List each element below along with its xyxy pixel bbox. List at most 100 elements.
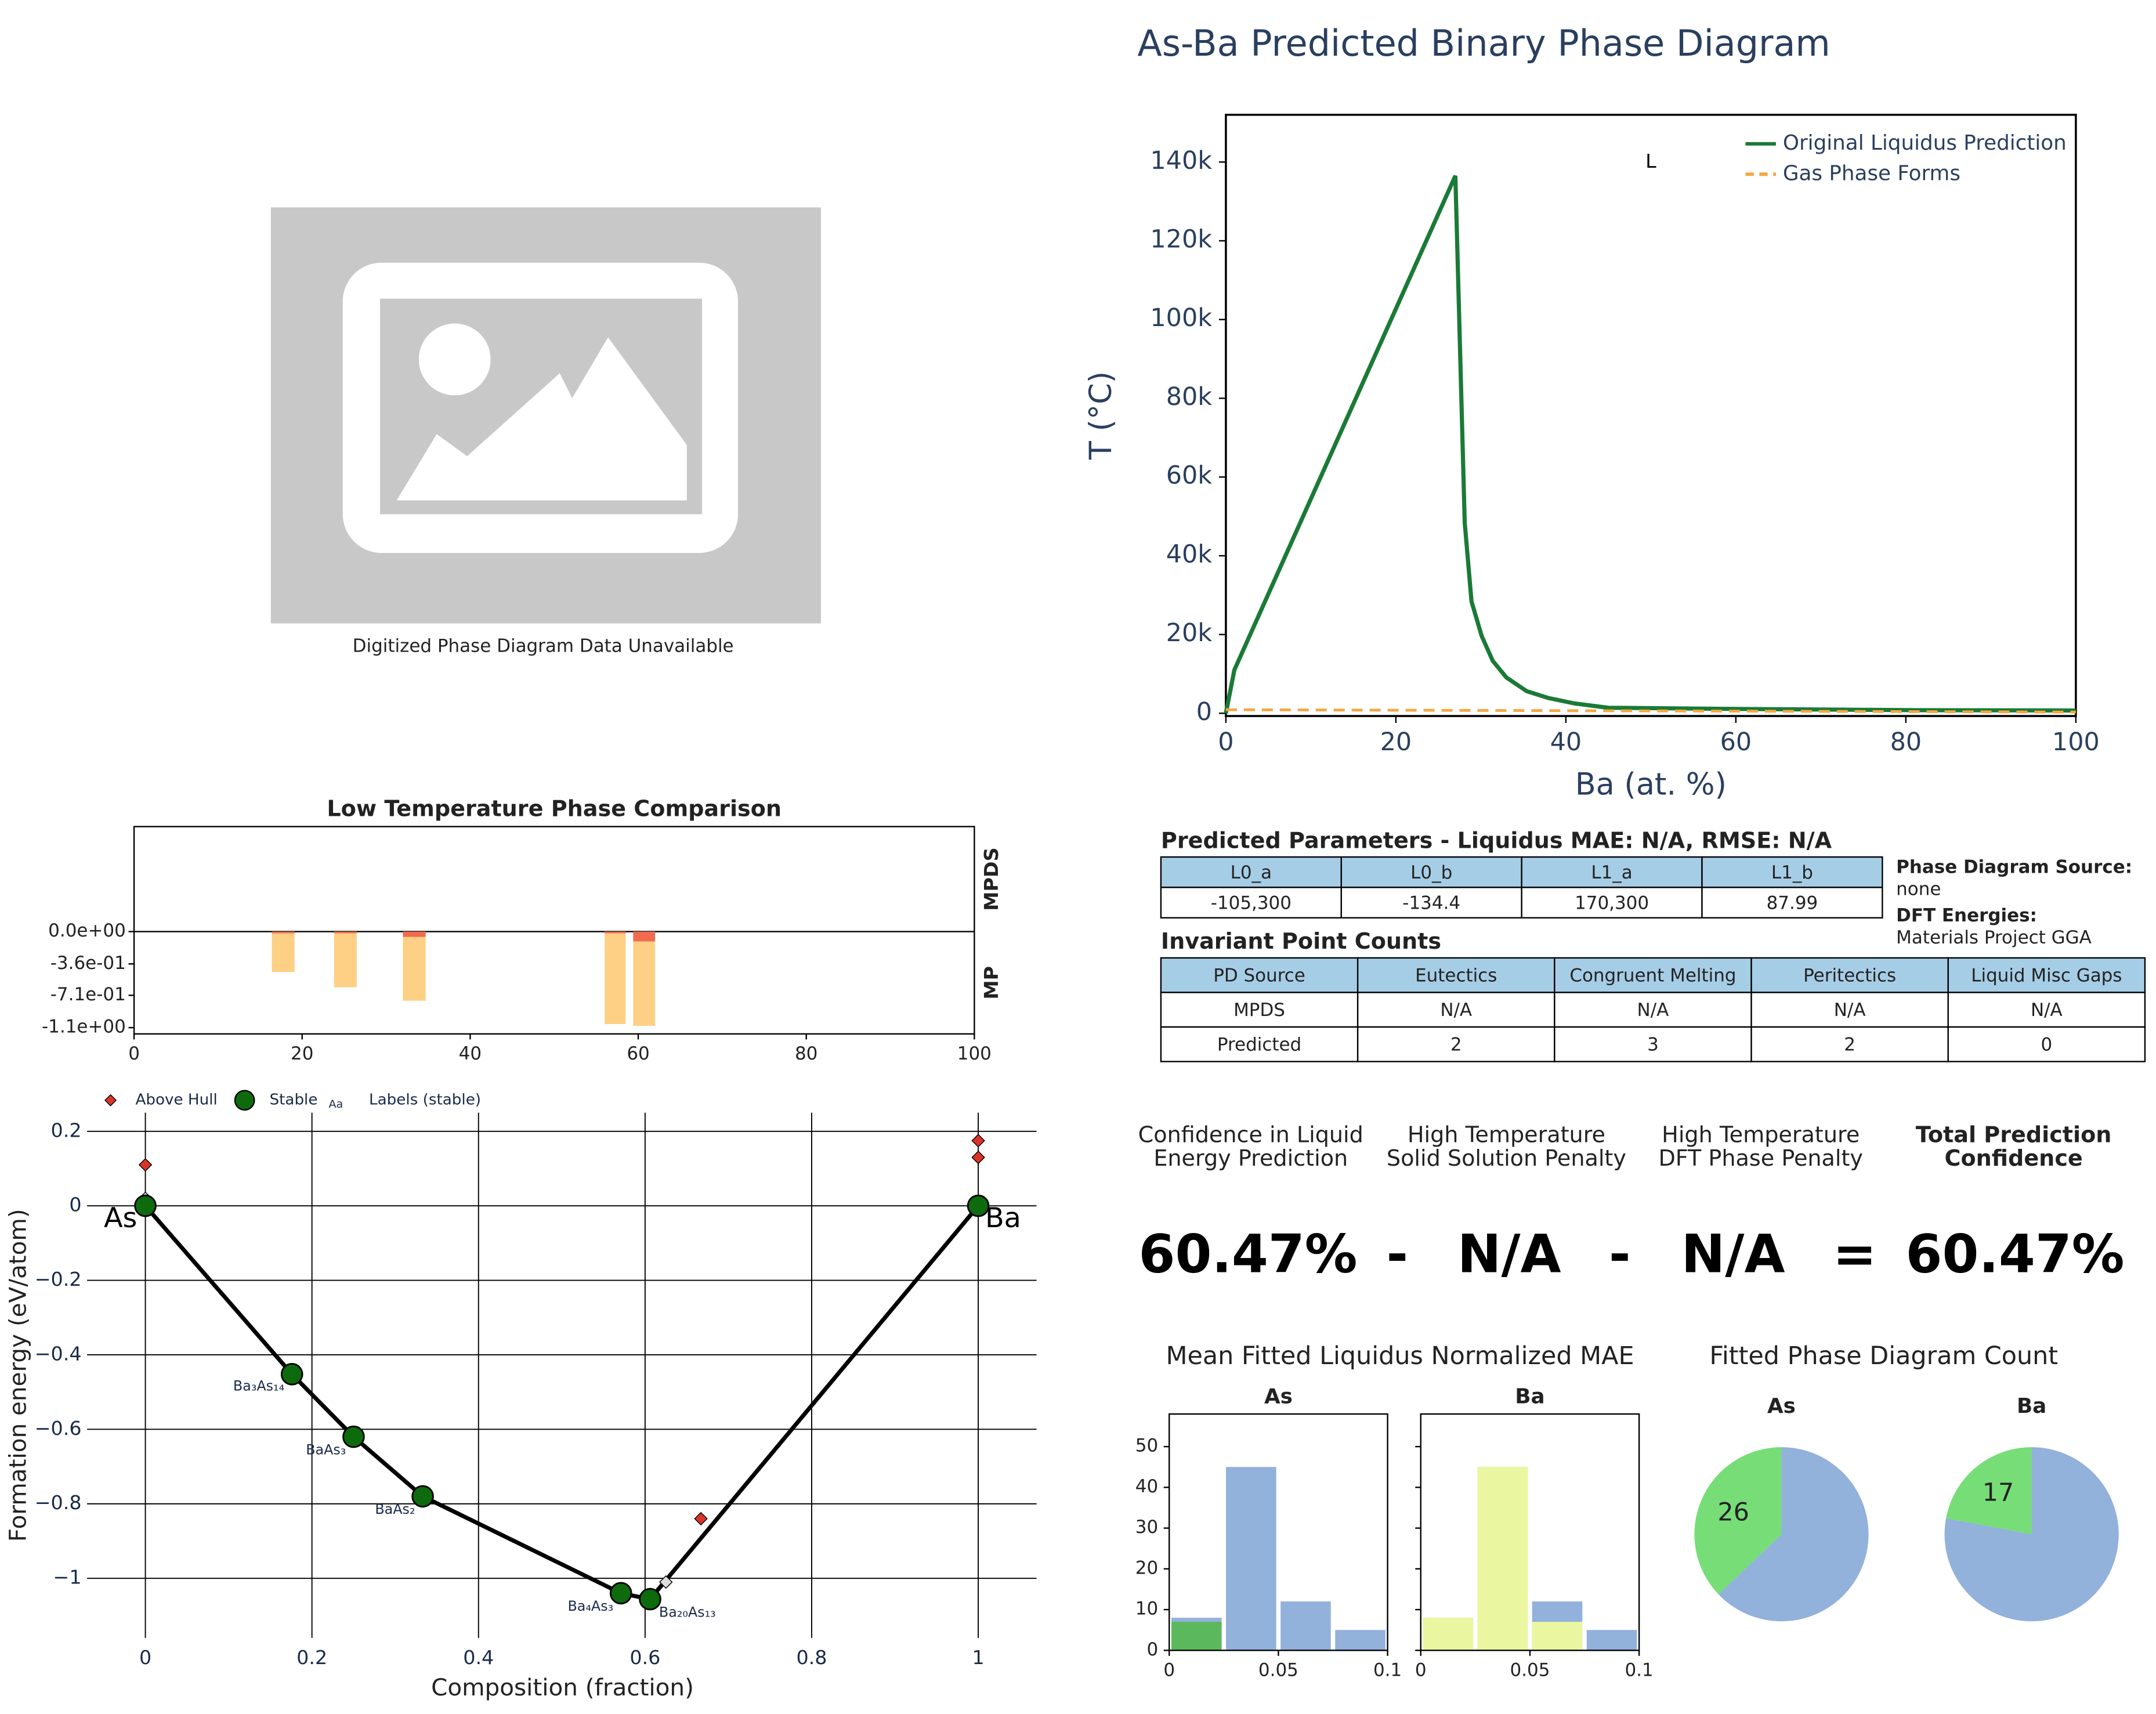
confidence-term: N/A bbox=[1681, 1224, 1785, 1285]
hull-point bbox=[971, 1134, 985, 1148]
hull-point bbox=[138, 1158, 153, 1172]
x-tick-label: 0.1 bbox=[1373, 1660, 1402, 1681]
confidence-term: 60.47% bbox=[1906, 1224, 2125, 1285]
y-tick-label: 0.0e+00 bbox=[48, 920, 126, 941]
x-tick-label: 20 bbox=[291, 1043, 313, 1064]
legend-label: Above Hull bbox=[135, 1091, 217, 1109]
table-title: Invariant Point Counts bbox=[1161, 928, 1441, 954]
table-header-cell bbox=[1521, 856, 1703, 888]
x-tick-label: 1 bbox=[972, 1646, 984, 1669]
bar-segment bbox=[633, 941, 655, 1026]
info-label: DFT Energies: bbox=[1896, 905, 2037, 926]
pie-title: Ba bbox=[2017, 1394, 2046, 1418]
header-text: L1_a bbox=[1591, 862, 1632, 883]
header-text: L0_b bbox=[1410, 862, 1452, 883]
confidence-term: N/A bbox=[1457, 1224, 1561, 1285]
point-label: Ba₂₀As₁₃ bbox=[659, 1604, 716, 1620]
table-header-cell bbox=[1356, 957, 1555, 993]
confidence-header: Confidence bbox=[1945, 1145, 2083, 1171]
header-text: Peritectics bbox=[1803, 966, 1896, 986]
y-tick-label: 80k bbox=[1166, 382, 1213, 411]
pie-slice bbox=[1694, 1447, 1782, 1594]
invariants-table: Invariant Point Counts PD Source Eutectics… bbox=[1160, 928, 2146, 1062]
series-line bbox=[1225, 708, 2076, 714]
table-cell bbox=[1750, 992, 1949, 1028]
x-tick-label: 40 bbox=[459, 1043, 482, 1064]
plot-frame bbox=[1420, 1413, 1640, 1651]
pie-slice bbox=[1946, 1447, 2032, 1535]
x-tick-label: 0 bbox=[1163, 1660, 1175, 1681]
table-header-cell bbox=[1750, 957, 1949, 993]
pie-slice bbox=[1718, 1447, 1869, 1622]
phase-count-pies: Fitted Phase Diagram Count As 26 Ba 17 bbox=[1694, 1341, 2119, 1622]
legend-label: Stable bbox=[270, 1091, 318, 1109]
y-tick-label: −0.8 bbox=[35, 1491, 82, 1514]
confidence-term: 60.47% bbox=[1139, 1224, 1358, 1285]
stable-point bbox=[967, 1194, 990, 1217]
y-tick-label: 100k bbox=[1150, 303, 1212, 332]
y-tick-label: −1 bbox=[53, 1566, 81, 1589]
point-label: Ba bbox=[985, 1202, 1021, 1234]
point-label: BaAs₂ bbox=[375, 1501, 415, 1517]
table-cell bbox=[1947, 992, 2146, 1028]
confidence-term: = bbox=[1833, 1224, 1877, 1285]
table-cell bbox=[1356, 1026, 1555, 1062]
y-tick-label: 0 bbox=[1196, 697, 1212, 726]
cell-text: Predicted bbox=[1217, 1035, 1301, 1055]
point-label: As bbox=[104, 1202, 137, 1234]
table-cell bbox=[1701, 887, 1883, 919]
annotation: L bbox=[1645, 150, 1656, 172]
confidence-header: High Temperature bbox=[1408, 1122, 1605, 1148]
histogram-bar bbox=[1532, 1622, 1583, 1651]
x-tick-label: 0.6 bbox=[630, 1646, 660, 1669]
phase-diagram: As-Ba Predicted Binary Phase Diagram 0 20k… bbox=[1083, 23, 2100, 802]
x-tick-label: 80 bbox=[795, 1043, 817, 1064]
confidence-header: Confidence in Liquid bbox=[1138, 1122, 1363, 1148]
point-label: Ba₄As₃ bbox=[567, 1598, 613, 1614]
x-tick-label: 20 bbox=[1380, 728, 1412, 757]
chart-title: Low Temperature Phase Comparison bbox=[327, 796, 782, 822]
info-value: Materials Project GGA bbox=[1896, 927, 2092, 948]
bar-segment bbox=[605, 931, 626, 934]
plot-frame bbox=[1169, 1413, 1388, 1651]
x-axis-label: Ba (at. %) bbox=[1575, 767, 1727, 802]
cell-text: N/A bbox=[2031, 1000, 2063, 1021]
cell-text: MPDS bbox=[1233, 1000, 1285, 1021]
legend-label: Original Liquidus Prediction bbox=[1783, 131, 2067, 155]
table-cell bbox=[1160, 887, 1342, 919]
x-tick-label: 100 bbox=[957, 1043, 992, 1064]
x-tick-label: 0 bbox=[128, 1043, 140, 1064]
x-tick-label: 0.8 bbox=[796, 1646, 827, 1669]
legend-label: Gas Phase Forms bbox=[1783, 161, 1960, 185]
cell-text: 0 bbox=[2041, 1035, 2052, 1055]
confidence-header: DFT Phase Penalty bbox=[1658, 1145, 1863, 1171]
plot-frame bbox=[133, 826, 975, 1035]
x-tick-label: 60 bbox=[627, 1043, 649, 1064]
y-tick-label: -1.1e+00 bbox=[42, 1017, 126, 1037]
y-tick-label: 0.2 bbox=[51, 1119, 82, 1141]
table-header-cell bbox=[1160, 856, 1342, 888]
x-tick-label: 100 bbox=[2052, 728, 2100, 757]
histogram-bar bbox=[1586, 1630, 1637, 1651]
legend-marker bbox=[234, 1090, 255, 1111]
table-cell bbox=[1160, 992, 1359, 1028]
x-tick-label: 40 bbox=[1550, 728, 1582, 757]
table-cell bbox=[1750, 1026, 1949, 1062]
chart-title: Mean Fitted Liquidus Normalized MAE bbox=[1166, 1341, 1634, 1371]
cell-text: 2 bbox=[1450, 1035, 1462, 1055]
x-tick-label: 80 bbox=[1890, 728, 1922, 757]
bar-segment bbox=[633, 931, 655, 942]
x-tick-label: 0.1 bbox=[1625, 1660, 1653, 1681]
header-text: L0_a bbox=[1231, 862, 1272, 883]
legend-marker bbox=[104, 1094, 117, 1106]
confidence-term: - bbox=[1609, 1224, 1631, 1285]
y-tick-label: 0 bbox=[1146, 1639, 1158, 1660]
confidence-header: High Temperature bbox=[1662, 1122, 1860, 1148]
hull-line bbox=[143, 1204, 980, 1602]
x-tick-label: 0.05 bbox=[1258, 1660, 1298, 1681]
series-line bbox=[1224, 175, 2076, 714]
y-tick-label: −0.4 bbox=[35, 1342, 82, 1365]
bar-segment bbox=[272, 933, 295, 972]
histogram-bar bbox=[1280, 1601, 1331, 1651]
bar-segment bbox=[334, 933, 357, 988]
